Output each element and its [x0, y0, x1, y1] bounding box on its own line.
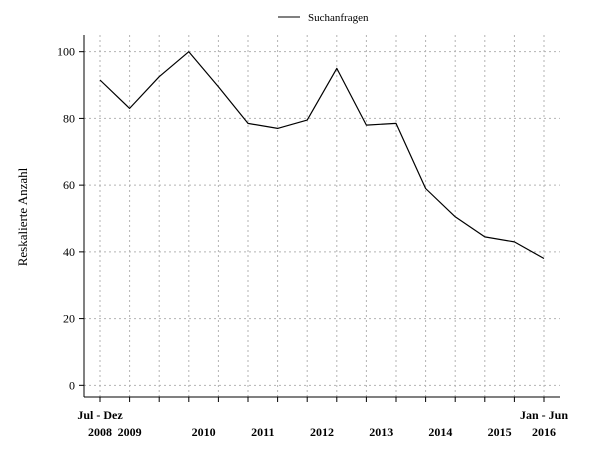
- y-tick-label: 40: [63, 245, 75, 259]
- data-point: [99, 79, 101, 81]
- data-point: [158, 76, 160, 78]
- x-tick-period-label: Jul - Dez: [77, 408, 123, 422]
- data-point: [484, 236, 486, 238]
- legend: Suchanfragen: [278, 12, 369, 24]
- data-point: [306, 119, 308, 121]
- data-point: [425, 187, 427, 189]
- data-point: [277, 127, 279, 129]
- y-tick-label: 100: [57, 45, 75, 59]
- y-axis-title: Reskalierte Anzahl: [15, 167, 30, 266]
- data-point: [217, 86, 219, 88]
- data-point: [247, 122, 249, 124]
- data-point: [365, 124, 367, 126]
- data-point: [188, 51, 190, 53]
- x-tick-year-label: 2013: [369, 425, 393, 439]
- legend-label: Suchanfragen: [308, 12, 369, 24]
- series-layer: [99, 51, 545, 260]
- y-tick-label: 20: [63, 312, 75, 326]
- x-tick-year-label: 2011: [251, 425, 274, 439]
- y-tick-label: 60: [63, 178, 75, 192]
- series-line-suchanfragen: [99, 51, 545, 260]
- x-tick-year-label: 2012: [310, 425, 334, 439]
- axes: 0 20 40 60 80 100 Jul - Dez 2008 2009 2010 2011 201…: [57, 35, 568, 439]
- x-tick-year-label: 2016: [532, 425, 556, 439]
- grid-lines: [84, 35, 560, 397]
- data-point: [336, 67, 338, 69]
- x-tick-year-label: 2010: [192, 425, 216, 439]
- data-point: [543, 258, 545, 260]
- x-tick-period-label: Jan - Jun: [520, 408, 568, 422]
- data-point: [513, 241, 515, 243]
- x-tick-year-label: 2014: [428, 425, 452, 439]
- y-tick-label: 80: [63, 111, 75, 125]
- data-point: [395, 122, 397, 124]
- x-tick-year-label: 2015: [488, 425, 512, 439]
- x-tick-year-label: 2008: [88, 425, 112, 439]
- data-point: [129, 107, 131, 109]
- data-point: [454, 216, 456, 218]
- x-tick-year-label: 2009: [118, 425, 142, 439]
- y-tick-label: 0: [69, 378, 75, 392]
